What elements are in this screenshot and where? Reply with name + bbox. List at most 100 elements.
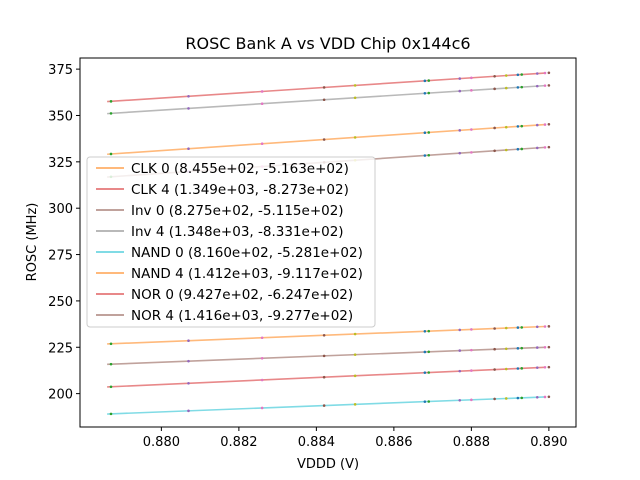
y-axis-label: ROSC (MHz) <box>25 203 40 282</box>
series-6-point <box>535 366 539 369</box>
series-2-point <box>543 345 547 349</box>
series-5-point <box>260 142 264 146</box>
series-5-point <box>535 123 539 127</box>
series-4-point <box>504 397 508 400</box>
series-3-point <box>322 98 326 102</box>
series-4-point <box>516 396 520 400</box>
legend-item-label: Inv 0 (8.275e+02, -5.115e+02) <box>131 203 344 219</box>
y-tick-label: 325 <box>48 156 73 171</box>
series-2-point <box>353 353 357 356</box>
series-5-point <box>504 125 508 129</box>
series-7-point <box>543 146 547 149</box>
series-6-point <box>493 368 496 371</box>
series-6-point <box>470 369 473 372</box>
series-3-point <box>109 112 113 115</box>
legend-item-label: NAND 4 (1.412e+03, -9.117e+02) <box>131 266 363 282</box>
series-2-point <box>427 350 431 354</box>
x-axis-ticks: 0.880 0.882 0.884 0.886 0.888 0.890 <box>143 427 567 450</box>
series-0-point <box>547 325 551 328</box>
series-3-point <box>423 92 427 95</box>
series-6-point <box>504 367 508 371</box>
series-1-point <box>470 76 473 80</box>
series-0-point <box>260 336 264 340</box>
series-5-point <box>520 124 524 128</box>
series-7-point <box>458 151 462 155</box>
series-6-point <box>547 365 551 369</box>
series-4-point <box>520 396 524 400</box>
series-1-point <box>516 73 520 77</box>
x-tick-label: 0.882 <box>220 435 257 450</box>
y-tick-label: 275 <box>48 249 73 264</box>
series-5-point <box>427 131 431 134</box>
series-3-point <box>535 84 539 88</box>
series-3-point <box>543 84 547 87</box>
series-0-point <box>427 329 431 333</box>
y-tick-label: 350 <box>48 109 73 124</box>
legend-item-label: CLK 0 (8.455e+02, -5.163e+02) <box>131 161 349 177</box>
y-tick-label: 375 <box>48 63 73 78</box>
series-7-point <box>470 151 473 154</box>
series-4-point <box>353 403 357 406</box>
series-2-point <box>458 349 462 352</box>
x-tick-label: 0.884 <box>298 435 335 450</box>
series-7-point <box>516 147 520 151</box>
series-4-point <box>427 400 431 403</box>
y-axis-ticks: 200 225 250 275 300 325 350 375 <box>48 63 80 403</box>
series-1-point <box>187 94 190 98</box>
legend-item-label: NOR 4 (1.416e+03, -9.277e+02) <box>131 308 353 324</box>
series-4-point <box>187 409 190 413</box>
series-1-point <box>260 90 264 93</box>
series-3-point <box>353 96 357 100</box>
series-7-point <box>427 153 431 157</box>
series-4-point <box>423 400 427 403</box>
series-0-point <box>322 333 326 337</box>
x-tick-label: 0.886 <box>375 435 412 450</box>
series-4-point <box>543 395 547 399</box>
series-5-point <box>493 126 496 130</box>
series-1-point <box>547 71 551 75</box>
series-3-point <box>493 87 496 91</box>
series-3-point <box>260 102 264 106</box>
series-6-point <box>187 381 190 385</box>
series-6-point <box>543 365 547 369</box>
series-0-point <box>470 328 473 331</box>
series-3-point <box>504 86 508 90</box>
y-tick-label: 300 <box>48 202 73 217</box>
series-6-point <box>458 369 462 373</box>
series-2-point <box>504 347 508 351</box>
series-4-point <box>322 404 326 407</box>
series-2-point <box>260 356 264 360</box>
series-0-point <box>458 328 462 332</box>
series-2-point <box>322 354 326 358</box>
series-5-point <box>470 128 473 131</box>
series-6-point <box>322 375 326 379</box>
series-5-point <box>322 138 326 141</box>
series-5-point <box>458 129 462 132</box>
series-2-point <box>516 347 520 350</box>
series-5-point <box>543 123 547 126</box>
series-3-point <box>470 89 473 92</box>
series-1-point <box>322 86 326 89</box>
series-4-point <box>458 398 462 402</box>
series-5-point <box>353 136 357 139</box>
series-4-point <box>470 398 473 402</box>
series-2-point <box>423 350 427 354</box>
series-0-point <box>423 329 427 333</box>
x-axis-label: VDDD (V) <box>297 457 359 472</box>
series-4-point <box>547 395 551 399</box>
series-0-point <box>516 326 520 329</box>
series-1-point <box>504 74 508 77</box>
series-1-point <box>353 84 357 87</box>
legend: CLK 0 (8.455e+02, -5.163e+02) CLK 4 (1.34… <box>86 156 376 328</box>
y-tick-label: 200 <box>48 388 73 403</box>
series-7-point <box>504 148 508 152</box>
x-tick-label: 0.880 <box>143 435 180 450</box>
series-3-point <box>427 91 431 95</box>
x-tick-label: 0.888 <box>453 435 490 450</box>
series-6-point <box>423 371 427 374</box>
series-2-point <box>535 346 539 349</box>
series-5-point <box>516 125 520 128</box>
series-4-point <box>260 406 264 410</box>
series-6-point <box>520 367 524 370</box>
series-7-point <box>535 146 539 150</box>
